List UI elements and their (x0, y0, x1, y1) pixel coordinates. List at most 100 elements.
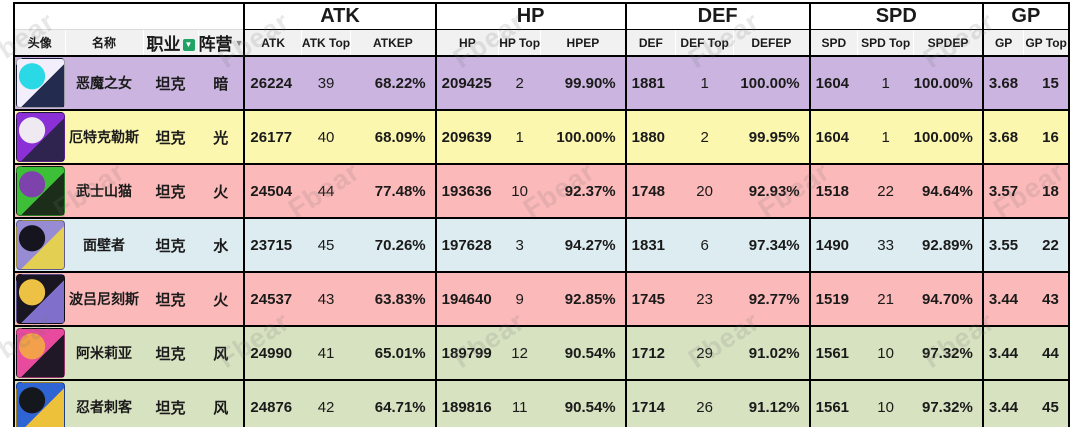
cell-atkep: 64.71% (350, 379, 436, 427)
cell-defep: 99.95% (733, 109, 810, 164)
cell-def_top: 23 (675, 271, 734, 326)
group-header-hp: HP (434, 3, 626, 30)
cell-spdep: 100.00% (913, 109, 983, 164)
cell-spd_top: 10 (857, 325, 914, 380)
cell-hp: 194640 (434, 271, 499, 326)
cell-gp_top: 22 (1023, 217, 1069, 272)
col-header-gp: GP (981, 29, 1025, 56)
filter-applied-icon[interactable]: ▼ (182, 38, 195, 51)
table-body: 恶魔之女 坦克暗 26224 39 68.22% 209425 2 99.90% 1881 1 10… (14, 55, 1069, 427)
cell-hpep: 92.37% (540, 163, 626, 218)
cell-spd: 1518 (808, 163, 858, 218)
col-header-spd: SPD (808, 29, 859, 56)
avatar-cell (14, 325, 65, 380)
cell-faction: 火 (198, 271, 245, 326)
cell-def_top: 29 (675, 325, 734, 380)
col-header-hp_top: HP Top (498, 29, 542, 56)
avatar-cell (14, 163, 65, 218)
avatar-cell (14, 55, 65, 110)
cell-spd_top: 22 (857, 163, 914, 218)
avatar-cell (14, 217, 65, 272)
cell-atk: 26224 (243, 55, 302, 110)
cell-atk: 23715 (243, 217, 302, 272)
cell-spd: 1561 (808, 379, 858, 427)
cell-name: 阿米莉亚 (65, 325, 143, 380)
cell-defep: 100.00% (733, 55, 810, 110)
avatar (15, 220, 65, 270)
cell-spd_top: 1 (857, 55, 914, 110)
cell-defep: 91.02% (733, 325, 810, 380)
cell-def: 1712 (624, 325, 676, 380)
cell-name: 武士山猫 (65, 163, 143, 218)
cell-hp: 189816 (434, 379, 499, 427)
filter-dropdown-icon[interactable]: ▼ (234, 37, 244, 48)
cell-spdep: 97.32% (913, 325, 983, 380)
col-header-label: SPDEP (927, 35, 969, 50)
cell-class: 坦克 (143, 217, 198, 272)
cell-atkep: 63.83% (350, 271, 436, 326)
cell-def_top: 2 (675, 109, 734, 164)
col-header-label: SPD (821, 35, 847, 50)
group-header-spd: SPD (808, 3, 983, 30)
cell-gp_top: 44 (1023, 325, 1069, 380)
avatar-cell (14, 109, 65, 164)
cell-faction: 水 (198, 217, 245, 272)
col-header-defep: DEFEP (733, 29, 811, 56)
cell-atkep: 68.22% (350, 55, 436, 110)
cell-spd: 1604 (808, 55, 858, 110)
group-header-blank (14, 3, 245, 30)
col-header-label: ATKEP (373, 35, 413, 50)
table-row: 波吕尼刻斯 坦克火 24537 43 63.83% 194640 9 92.85% 1745 23… (14, 271, 1069, 326)
cell-def: 1714 (624, 379, 676, 427)
cell-defep: 97.34% (733, 217, 810, 272)
group-header-atk: ATK (243, 3, 436, 30)
cell-spdep: 94.70% (913, 271, 983, 326)
cell-defep: 91.12% (733, 379, 810, 427)
cell-gp_top: 43 (1023, 271, 1069, 326)
cell-hp: 209639 (434, 109, 499, 164)
cell-hp: 197628 (434, 217, 499, 272)
cell-spd: 1561 (808, 325, 858, 380)
cell-name: 忍者刺客 (65, 379, 143, 427)
table-row: 厄特克勒斯 坦克光 26177 40 68.09% 209639 1 100.00% 1880 2… (14, 109, 1069, 164)
cell-defep: 92.77% (733, 271, 810, 326)
cell-hpep: 92.85% (540, 271, 626, 326)
avatar-cell (14, 271, 65, 326)
cell-atk: 24990 (243, 325, 302, 380)
cell-hp_top: 3 (498, 217, 541, 272)
cell-faction: 风 (198, 379, 245, 427)
cell-spd: 1604 (808, 109, 858, 164)
cell-gp: 3.44 (981, 325, 1024, 380)
cell-gp_top: 16 (1023, 109, 1069, 164)
col-header-label: GP (994, 35, 1013, 50)
cell-spd_top: 10 (857, 379, 914, 427)
cell-gp: 3.44 (981, 271, 1024, 326)
group-header-row: ATK HP DEF SPD GP (14, 3, 1069, 30)
cell-gp: 3.68 (981, 55, 1024, 110)
cell-atk_top: 45 (301, 217, 351, 272)
cell-atkep: 77.48% (350, 163, 436, 218)
cell-gp: 3.68 (981, 109, 1024, 164)
avatar (15, 112, 65, 162)
col-header-label: 职业 (146, 35, 181, 54)
cell-def_top: 1 (675, 55, 734, 110)
cell-spdep: 100.00% (913, 55, 983, 110)
cell-class: 坦克 (143, 109, 198, 164)
cell-hpep: 100.00% (540, 109, 626, 164)
col-header-label: SPD Top (861, 35, 911, 50)
cell-hp: 209425 (434, 55, 499, 110)
cell-hp_top: 2 (498, 55, 541, 110)
cell-def: 1745 (624, 271, 676, 326)
cell-spd_top: 21 (857, 271, 914, 326)
col-header-gp_top: GP Top (1023, 29, 1070, 56)
cell-hpep: 90.54% (540, 379, 626, 427)
cell-class: 坦克 (143, 379, 198, 427)
cell-faction: 光 (198, 109, 245, 164)
cell-atk_top: 41 (301, 325, 351, 380)
cell-def: 1748 (624, 163, 676, 218)
cell-hp_top: 9 (498, 271, 541, 326)
table-row: 阿米莉亚 坦克风 24990 41 65.01% 189799 12 90.54% 1712 29… (14, 325, 1069, 380)
cell-name: 面壁者 (65, 217, 143, 272)
cell-atk: 24537 (243, 271, 302, 326)
